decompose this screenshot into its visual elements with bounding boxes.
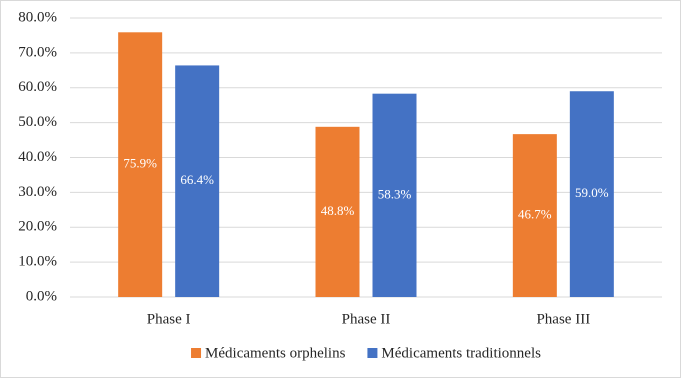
bar xyxy=(175,65,220,298)
y-tick-label: 10.0% xyxy=(18,254,57,270)
legend-label: Médicaments traditionnels xyxy=(381,345,541,361)
x-tick-label: Phase III xyxy=(536,311,590,327)
y-tick-label: 60.0% xyxy=(18,79,57,95)
y-tick-label: 20.0% xyxy=(18,219,57,235)
bar xyxy=(118,32,163,298)
legend-label: Médicaments orphelins xyxy=(205,345,346,361)
legend-swatch xyxy=(367,348,378,358)
data-label: 75.9% xyxy=(123,156,157,171)
bar xyxy=(372,93,417,298)
bar xyxy=(315,126,360,297)
y-tick-label: 70.0% xyxy=(18,44,57,60)
x-tick-label: Phase II xyxy=(342,311,391,327)
data-label: 66.4% xyxy=(180,172,214,187)
data-label: 48.8% xyxy=(321,203,355,218)
y-tick-label: 40.0% xyxy=(18,149,57,165)
x-tick-label: Phase I xyxy=(147,311,191,327)
data-label: 59.0% xyxy=(575,185,609,200)
legend-swatch xyxy=(191,348,202,358)
data-label: 58.3% xyxy=(378,186,412,201)
y-tick-label: 80.0% xyxy=(18,9,57,25)
bar xyxy=(569,91,614,297)
data-label: 46.7% xyxy=(518,207,552,222)
y-tick-label: 50.0% xyxy=(18,114,57,130)
bar xyxy=(512,134,557,297)
y-tick-label: 0.0% xyxy=(26,288,57,304)
y-tick-label: 30.0% xyxy=(18,184,57,200)
